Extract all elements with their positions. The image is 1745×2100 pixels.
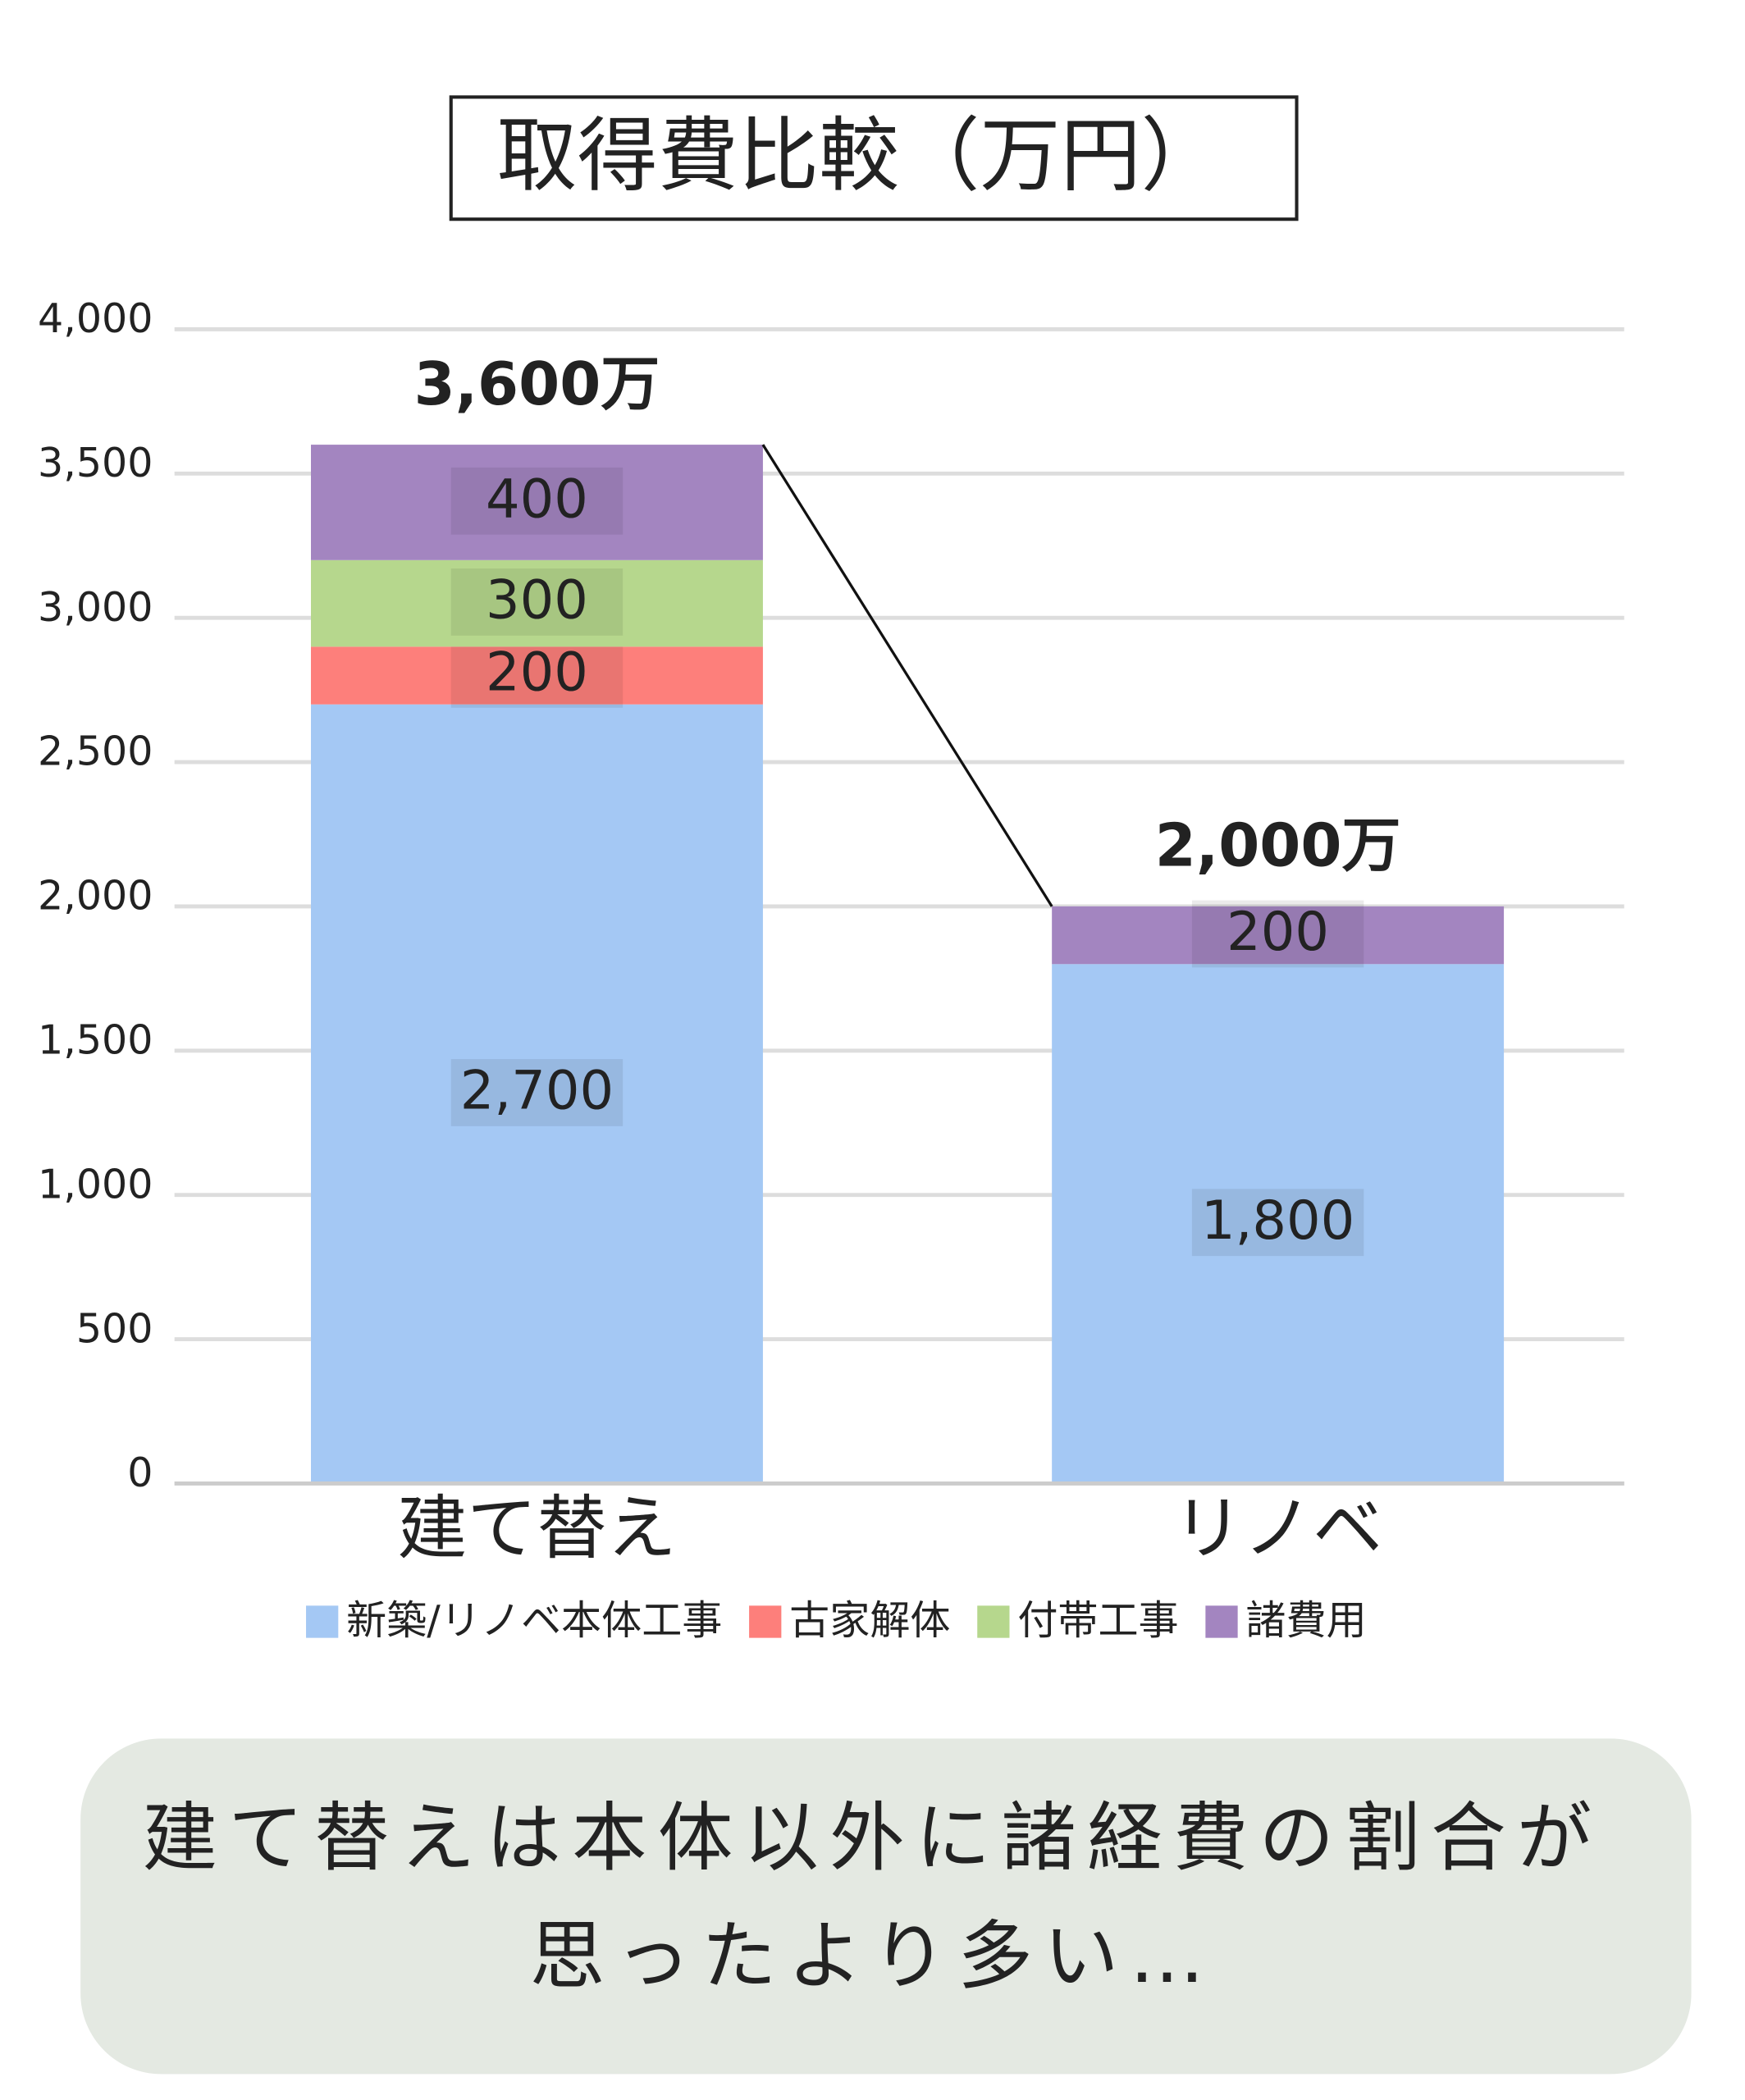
- y-tick-label: 4,000: [38, 294, 153, 342]
- total-label: 2,000万: [1155, 811, 1401, 880]
- caption: 建て替えは本体以外に諸経費の割合が: [143, 1794, 1603, 1882]
- caption: 思ったより多い…: [530, 1912, 1216, 2000]
- title-box: [449, 95, 1299, 221]
- legend-swatch: [306, 1605, 339, 1638]
- label-box: [1191, 900, 1364, 968]
- y-tick-label: 3,500: [38, 439, 153, 486]
- label-box: [1191, 1189, 1364, 1257]
- data-label: 2,700: [460, 1060, 614, 1122]
- y-tick-label: 3,000: [38, 583, 153, 631]
- connector: [761, 444, 1053, 907]
- total-label: 3,600万: [414, 349, 660, 418]
- data-label: 300: [486, 569, 588, 632]
- y-tick-label: 2,000: [38, 872, 153, 920]
- bar-segment: [1052, 964, 1505, 1484]
- y-tick-label: 0: [127, 1449, 153, 1496]
- bar-segment: [310, 704, 763, 1484]
- label-box: [450, 568, 624, 636]
- bar-segment: [1052, 906, 1505, 965]
- y-tick-label: 500: [76, 1304, 153, 1352]
- y-tick-label: 1,500: [38, 1016, 153, 1064]
- data-label: 1,800: [1201, 1189, 1354, 1252]
- x-tick-label: リノベ: [1173, 1488, 1382, 1569]
- legend-swatch: [1205, 1605, 1238, 1638]
- x-tick-label: 建て替え: [397, 1488, 676, 1569]
- bar-segment: [310, 445, 763, 560]
- label-box: [450, 467, 624, 535]
- caption-background: [80, 1738, 1692, 2075]
- legend-swatch: [977, 1605, 1010, 1638]
- legend-label: 付帯工事: [1017, 1596, 1178, 1644]
- data-label: 200: [1227, 901, 1329, 963]
- legend-label: 新築/リノベ本体工事: [346, 1596, 722, 1644]
- y-tick-label: 2,500: [38, 728, 153, 775]
- label-box: [450, 640, 624, 708]
- legend-label: 古家解体: [789, 1596, 950, 1644]
- data-label: 400: [486, 468, 588, 531]
- legend-swatch: [749, 1605, 782, 1638]
- bar-segment: [310, 559, 763, 647]
- data-label: 200: [486, 641, 588, 704]
- bar-segment: [310, 646, 763, 705]
- y-tick-label: 1,000: [38, 1160, 153, 1208]
- chart-title: 取得費比較（万円）: [496, 110, 1221, 203]
- legend-label: 諸費用: [1245, 1596, 1366, 1644]
- label-box: [450, 1059, 624, 1126]
